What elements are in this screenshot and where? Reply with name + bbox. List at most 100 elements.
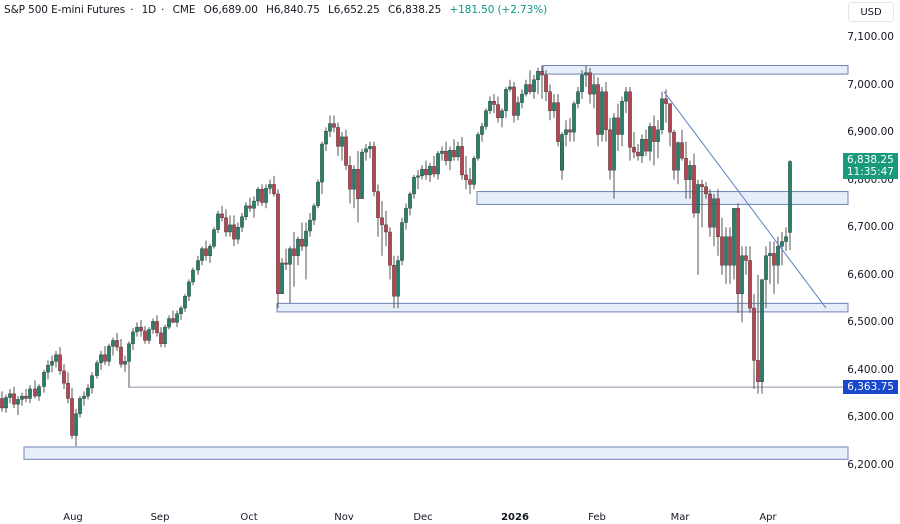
candle-body	[760, 279, 764, 383]
candle-body	[284, 262, 288, 265]
candle-body	[155, 321, 159, 334]
candle-body	[364, 148, 368, 153]
candle-body	[616, 117, 620, 135]
candle-body	[776, 246, 780, 266]
candle-body	[119, 346, 123, 365]
candle-body	[228, 224, 232, 233]
candle-body	[712, 198, 716, 228]
candle-body	[248, 205, 252, 209]
candle-body	[520, 93, 524, 103]
candle-body	[780, 241, 784, 247]
price-axis-label: 6,200.00	[847, 459, 894, 472]
candle-body	[0, 398, 4, 409]
candle-body	[163, 326, 167, 344]
candle-body	[472, 158, 476, 185]
currency-selector[interactable]: USD	[848, 2, 894, 22]
candle-body	[544, 74, 548, 92]
candle-body	[220, 213, 224, 218]
candle-body	[384, 224, 388, 233]
candle-body	[78, 398, 82, 414]
candle-body	[332, 123, 336, 128]
candle-body	[352, 169, 356, 190]
candle-body	[372, 146, 376, 192]
candle-body	[756, 360, 760, 383]
candle-body	[672, 131, 676, 171]
candle-body	[736, 208, 740, 295]
candle-body	[604, 91, 608, 130]
candle-body	[528, 84, 532, 92]
candle-body	[127, 343, 131, 362]
candle-body	[212, 229, 216, 247]
candle-body	[115, 340, 119, 348]
candle-body	[524, 84, 528, 95]
candle-body	[636, 151, 640, 157]
level-price-tag: 6,363.75	[843, 380, 898, 395]
candle-body	[336, 127, 340, 147]
candle-body	[576, 91, 580, 104]
candle-body	[536, 71, 540, 81]
support-resistance-zone	[23, 446, 849, 460]
candle-body	[380, 217, 384, 226]
candle-body	[159, 332, 163, 344]
candle-body	[340, 136, 344, 147]
candle-body	[476, 134, 480, 159]
candle-body	[135, 326, 139, 333]
candle-body	[620, 101, 624, 135]
interval[interactable]: 1D	[141, 4, 157, 16]
candle-body	[256, 188, 260, 202]
candle-body	[684, 158, 688, 180]
candle-body	[200, 248, 204, 261]
candle-body	[66, 383, 70, 399]
price-axis-label: 6,400.00	[847, 363, 894, 376]
candle-body	[448, 149, 452, 161]
candle-body	[24, 395, 28, 399]
candle-body	[484, 110, 488, 127]
price-axis-label: 6,900.00	[847, 126, 894, 139]
candle-body	[692, 165, 696, 214]
candle-body	[628, 91, 632, 148]
candle-body	[50, 361, 54, 366]
candle-body	[62, 370, 66, 384]
candle-body	[460, 146, 464, 176]
candle-body	[54, 354, 58, 362]
price-axis-label: 6,500.00	[847, 316, 894, 329]
candle-body	[360, 151, 364, 199]
candle-body	[12, 393, 16, 405]
candle-body	[648, 126, 652, 152]
candle-body	[103, 354, 107, 362]
candle-body	[772, 253, 776, 266]
candle-body	[768, 253, 772, 256]
symbol-name[interactable]: S&P 500 E-mini Futures	[4, 4, 126, 16]
candle-body	[740, 255, 744, 295]
price-change: +181.50 (+2.73%)	[449, 4, 548, 16]
candle-body	[328, 123, 332, 132]
candle-body	[46, 364, 50, 373]
price-axis-label: 6,600.00	[847, 268, 894, 281]
candle-body	[744, 255, 748, 261]
candle-body	[716, 198, 720, 237]
candle-body	[171, 318, 175, 323]
candle-body	[191, 269, 195, 283]
candle-body	[412, 177, 416, 195]
candle-body	[111, 340, 115, 347]
candle-body	[139, 326, 143, 332]
candle-body	[143, 330, 147, 341]
candle-body	[540, 71, 544, 76]
candle-body	[368, 146, 372, 149]
candle-body	[608, 129, 612, 171]
candle-body	[488, 101, 492, 111]
candle-body	[584, 72, 588, 76]
candle-body	[444, 150, 448, 161]
candle-body	[424, 169, 428, 176]
candle-body	[244, 205, 248, 217]
candle-body	[204, 248, 208, 256]
candle-body	[572, 103, 576, 133]
candle-body	[416, 175, 420, 178]
candle-body	[356, 169, 360, 199]
time-axis-label: Dec	[413, 512, 433, 523]
candle-body	[324, 130, 328, 145]
candle-body	[404, 208, 408, 223]
candle-body	[388, 231, 392, 266]
candle-body	[704, 186, 708, 195]
